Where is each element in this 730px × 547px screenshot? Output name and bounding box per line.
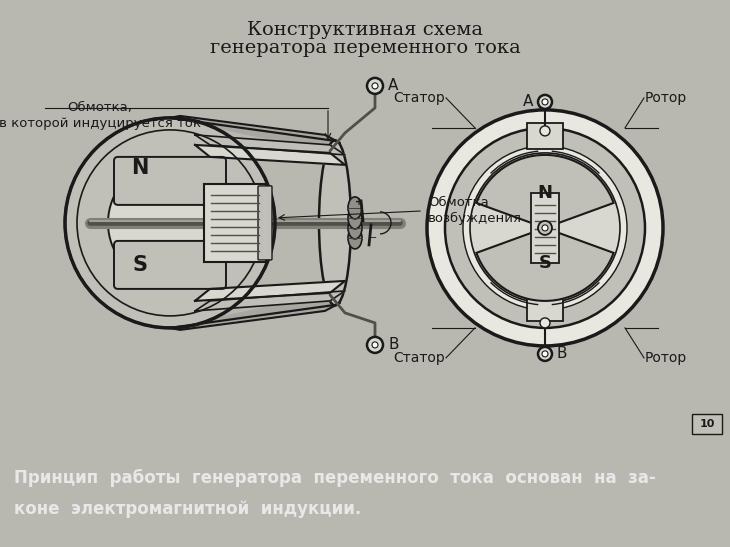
- Circle shape: [540, 318, 550, 328]
- Text: N: N: [537, 184, 553, 202]
- Polygon shape: [195, 281, 345, 301]
- Circle shape: [367, 78, 383, 94]
- Circle shape: [538, 95, 552, 109]
- Polygon shape: [195, 291, 345, 311]
- Text: A: A: [388, 78, 399, 94]
- Bar: [204, 184, 266, 262]
- Text: N: N: [131, 158, 149, 178]
- Text: Обмотка,: Обмотка,: [68, 101, 132, 114]
- Bar: [692, 414, 722, 434]
- Polygon shape: [170, 116, 340, 151]
- Ellipse shape: [348, 227, 362, 249]
- Wedge shape: [477, 228, 614, 301]
- Text: коне  электромагнитной  индукции.: коне электромагнитной индукции.: [14, 499, 361, 517]
- Text: S: S: [133, 255, 147, 275]
- Circle shape: [372, 342, 378, 348]
- Circle shape: [445, 128, 645, 328]
- Circle shape: [463, 146, 627, 310]
- Bar: [527, 295, 563, 321]
- Circle shape: [372, 83, 378, 89]
- Text: B: B: [388, 337, 399, 352]
- Circle shape: [108, 161, 232, 285]
- Text: Конструктивная схема: Конструктивная схема: [247, 21, 483, 39]
- Circle shape: [65, 118, 275, 328]
- Circle shape: [470, 153, 620, 303]
- FancyBboxPatch shape: [114, 157, 226, 205]
- Text: S: S: [539, 254, 551, 272]
- Text: 10: 10: [699, 419, 715, 429]
- Circle shape: [542, 225, 548, 231]
- Bar: [527, 123, 563, 149]
- Text: B: B: [557, 346, 567, 362]
- Text: Принцип  работы  генератора  переменного  тока  основан  на  за-: Принцип работы генератора переменного то…: [14, 469, 656, 487]
- Polygon shape: [195, 135, 345, 155]
- Text: Статор: Статор: [393, 91, 445, 105]
- Circle shape: [427, 110, 663, 346]
- Circle shape: [367, 337, 383, 353]
- Text: Обмотка: Обмотка: [428, 196, 489, 210]
- Text: в которой индуцируется ток: в которой индуцируется ток: [0, 118, 201, 130]
- Circle shape: [542, 99, 548, 105]
- Text: Ротор: Ротор: [645, 351, 687, 365]
- FancyBboxPatch shape: [258, 186, 272, 260]
- Ellipse shape: [348, 207, 362, 229]
- Text: генератора переменного тока: генератора переменного тока: [210, 39, 520, 57]
- Text: +: +: [355, 197, 363, 207]
- Text: Ротор: Ротор: [645, 91, 687, 105]
- Text: −: −: [369, 233, 377, 243]
- Bar: [531, 193, 559, 263]
- Circle shape: [540, 126, 550, 136]
- Text: возбуждения: возбуждения: [428, 212, 522, 225]
- Wedge shape: [477, 155, 614, 228]
- Ellipse shape: [348, 217, 362, 239]
- Ellipse shape: [319, 141, 351, 305]
- Ellipse shape: [348, 197, 362, 219]
- Circle shape: [538, 347, 552, 361]
- Text: A: A: [523, 95, 533, 109]
- Polygon shape: [170, 295, 340, 330]
- Circle shape: [542, 351, 548, 357]
- Text: Статор: Статор: [393, 351, 445, 365]
- Circle shape: [538, 221, 552, 235]
- FancyBboxPatch shape: [114, 241, 226, 289]
- Polygon shape: [195, 145, 345, 165]
